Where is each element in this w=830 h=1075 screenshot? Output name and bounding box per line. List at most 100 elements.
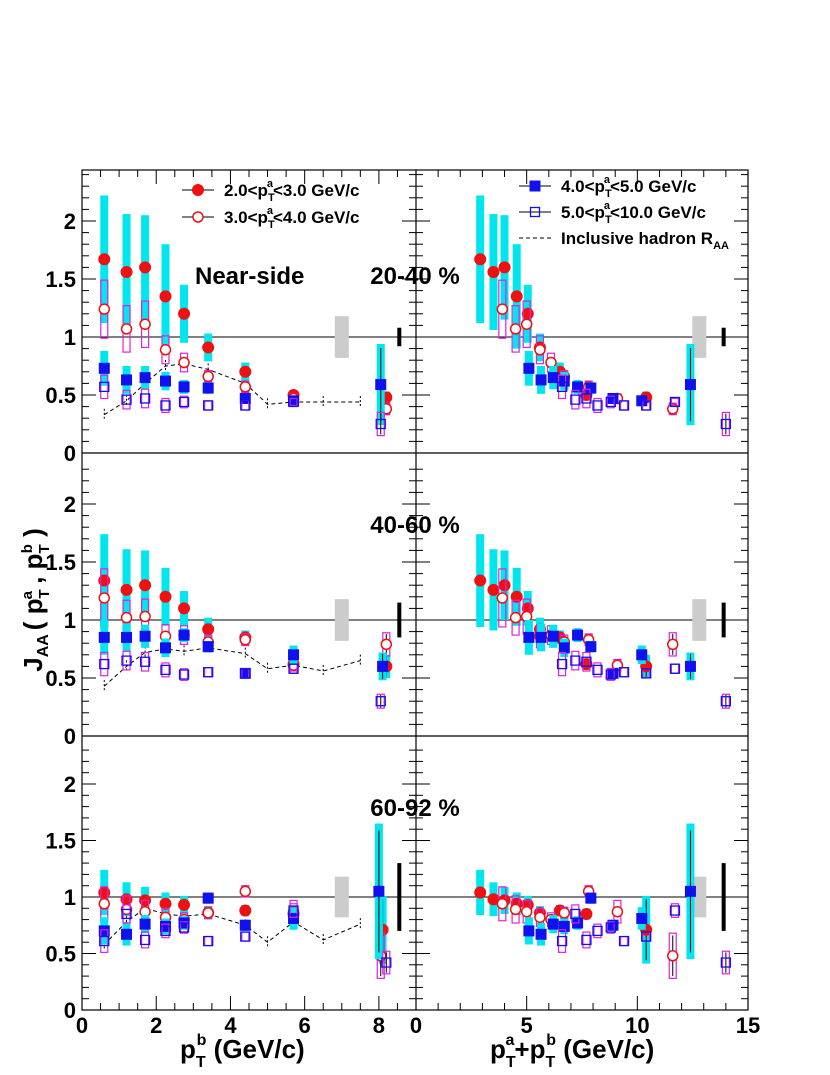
uncert-bar-left <box>397 327 402 347</box>
data-point <box>239 365 252 378</box>
legend-sub: T <box>605 214 612 226</box>
x-right-sup1: a <box>505 1032 514 1049</box>
sys-box <box>582 388 591 409</box>
data-point <box>523 631 535 643</box>
sys-box <box>721 950 730 975</box>
data-point <box>572 381 584 393</box>
data-point <box>509 323 522 335</box>
sys-box <box>122 904 131 924</box>
sys-box <box>161 397 170 414</box>
legend-text: <4.0 GeV/c <box>273 208 359 227</box>
x-left-p: p <box>180 1034 196 1064</box>
series-filled-square <box>98 343 696 426</box>
data-point <box>534 911 546 924</box>
sys-box <box>721 693 730 709</box>
legend-entry-left-1: 2.0<pTa<3.0 GeV/c <box>182 178 359 204</box>
data-point <box>121 374 133 386</box>
data-point <box>239 919 251 931</box>
sys-box <box>670 397 680 407</box>
sys-box <box>376 693 385 709</box>
data-point <box>202 341 215 354</box>
legend-text: 3.0<p <box>224 208 268 227</box>
y-axis-title-sub1: T <box>36 589 53 598</box>
data-point <box>581 934 592 946</box>
sys-box <box>606 921 615 934</box>
data-point <box>669 663 681 674</box>
data-point <box>240 668 251 679</box>
y-axis-title-sup2: b <box>19 544 36 553</box>
sys-box <box>593 397 602 414</box>
data-point <box>510 590 523 603</box>
sys-box <box>122 650 131 671</box>
data-point <box>570 908 581 920</box>
data-point <box>585 892 597 904</box>
y-tick-label: 0 <box>64 724 76 749</box>
x-right-sub1: T <box>506 1054 516 1071</box>
legend-label: 2.0<pTa<3.0 GeV/c <box>224 178 359 204</box>
x-tick-label-right: 5 <box>521 1013 533 1038</box>
series-open-square <box>99 903 732 975</box>
data-point <box>178 629 190 641</box>
y-axis-title-close: ) <box>18 528 48 544</box>
norm-box-left <box>334 599 349 641</box>
x-right-plus: +p <box>514 1034 545 1064</box>
data-point <box>139 579 152 592</box>
data-point <box>570 655 581 666</box>
legend-entry-right-1: 4.0<pTa<5.0 GeV/c <box>519 174 696 200</box>
sys-box <box>582 651 591 672</box>
sys-box <box>593 923 602 939</box>
data-point <box>641 668 652 679</box>
sys-box <box>204 666 213 678</box>
legend-sup: a <box>267 205 274 217</box>
data-point <box>240 400 251 411</box>
legend-text: 4.0<p <box>561 177 605 196</box>
data-point <box>98 631 110 643</box>
data-point <box>520 318 533 330</box>
sys-box <box>241 931 250 942</box>
data-point <box>239 381 252 393</box>
data-point <box>558 375 570 387</box>
sys-box <box>204 935 213 947</box>
data-point <box>474 886 487 899</box>
y-tick-label: 1.5 <box>45 829 76 854</box>
y-tick-label: 0 <box>64 441 76 466</box>
data-point <box>139 372 151 384</box>
y-tick-label: 0 <box>64 998 76 1023</box>
data-point <box>636 649 648 661</box>
data-point <box>139 610 151 623</box>
data-point <box>159 290 172 303</box>
data-point <box>178 922 190 933</box>
data-point <box>288 396 299 408</box>
y-tick-label: 0.5 <box>45 666 76 691</box>
data-point <box>120 583 133 596</box>
data-point <box>178 898 191 911</box>
y-tick-label: 2 <box>64 772 76 797</box>
data-point <box>510 290 523 303</box>
data-point <box>618 667 630 678</box>
y-tick-label: 1.5 <box>45 550 76 575</box>
data-point <box>99 658 110 670</box>
data-point <box>556 658 568 670</box>
sys-box <box>289 397 298 407</box>
sys-box <box>376 411 385 437</box>
data-point <box>160 400 171 411</box>
data-point <box>139 630 151 642</box>
legend-text: <3.0 GeV/c <box>273 181 359 200</box>
data-point <box>121 631 133 643</box>
data-point <box>509 903 522 916</box>
sys-box <box>140 651 150 672</box>
data-point <box>521 307 534 320</box>
data-point <box>684 660 696 672</box>
data-point <box>98 898 111 910</box>
x-left-sup: b <box>197 1032 207 1049</box>
sys-box <box>161 662 170 678</box>
data-point <box>121 394 132 405</box>
y-tick-label: 0.5 <box>45 383 76 408</box>
legend-sub: T <box>605 188 612 200</box>
legend-entry-left-2: 3.0<pTa<4.0 GeV/c <box>182 205 359 231</box>
data-point <box>202 623 215 636</box>
x-tick-label-right: 10 <box>625 1013 649 1038</box>
legend-layer: 2.0<pTa<3.0 GeV/c3.0<pTa<4.0 GeV/c4.0<pT… <box>182 174 729 252</box>
data-point <box>99 935 110 947</box>
